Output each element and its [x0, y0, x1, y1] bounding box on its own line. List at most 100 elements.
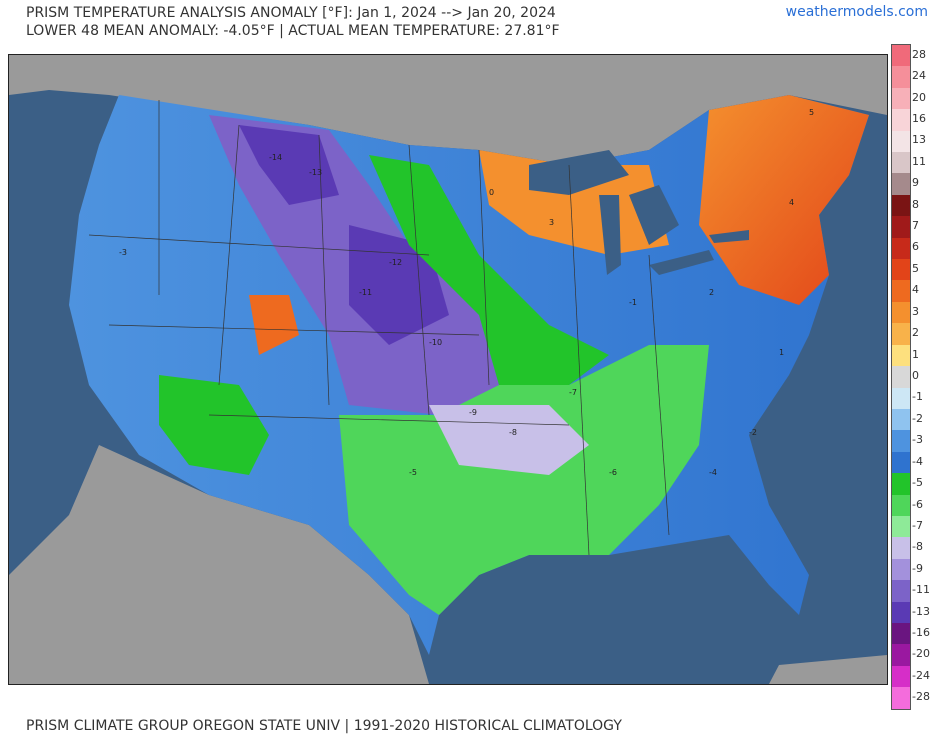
legend-swatch: [892, 408, 910, 431]
anomaly-label: -3: [119, 248, 127, 257]
legend-swatch: [892, 152, 910, 174]
legend-swatch: [892, 622, 910, 645]
legend-label: 11: [912, 154, 926, 168]
region-green-plains: [369, 155, 609, 385]
legend-label: 28: [912, 47, 926, 61]
legend-label: 7: [912, 219, 919, 233]
legend-swatch: [892, 259, 910, 281]
legend-label: 6: [912, 240, 919, 254]
anomaly-label: -8: [509, 428, 517, 437]
legend-swatch: [892, 580, 910, 602]
region-green-central: [339, 345, 709, 615]
legend-swatch: [892, 130, 910, 153]
legend-label: -9: [912, 561, 923, 575]
anomaly-label: 5: [809, 108, 814, 117]
anomaly-label: 0: [489, 188, 494, 197]
legend-label: -20: [912, 647, 930, 661]
mexico-land: [9, 445, 429, 684]
legend-label: 2: [912, 326, 919, 340]
legend-label: 0: [912, 369, 919, 382]
anomaly-label: -12: [389, 258, 402, 267]
legend-swatch: [892, 216, 910, 238]
legend-swatch: [892, 66, 910, 88]
legend-swatch: [892, 344, 910, 367]
anomaly-label: -4: [709, 468, 717, 477]
title-block: PRISM TEMPERATURE ANALYSIS ANOMALY [°F]:…: [26, 4, 560, 40]
legend-swatch: [892, 194, 910, 217]
legend-swatch: [892, 601, 910, 623]
legend-swatch: [892, 644, 910, 666]
anomaly-label: -6: [609, 468, 617, 477]
cuba-land: [769, 655, 887, 684]
region-warm-southwest: [249, 295, 299, 355]
legend-label: -4: [912, 454, 923, 468]
legend-swatch: [892, 173, 910, 195]
legend-label: -2: [912, 411, 923, 425]
title-line-2: LOWER 48 MEAN ANOMALY: -4.05°F | ACTUAL …: [26, 23, 560, 39]
lake-michigan: [599, 195, 621, 275]
region-coldest: [239, 125, 339, 205]
anomaly-label: -14: [269, 153, 282, 162]
legend-swatch: [892, 537, 910, 559]
anomaly-label: -2: [749, 428, 757, 437]
legend-swatch: [892, 109, 910, 131]
legend-swatch: [892, 687, 910, 709]
lake-superior: [529, 150, 629, 195]
legend-label: 4: [912, 283, 919, 297]
color-legend-bar: [891, 44, 911, 710]
anomaly-label: -13: [309, 168, 322, 177]
canada-land: [9, 55, 887, 165]
state-borders: [88, 100, 670, 556]
anomaly-label: 4: [789, 198, 794, 207]
anomaly-label: -7: [569, 388, 577, 397]
legend-swatch: [892, 323, 910, 345]
anomaly-label: 3: [549, 218, 554, 227]
anomaly-map: -14 -13 -12 -1 1 -10 -9 -8 -7 -6 -5 -4 -3…: [8, 54, 888, 685]
legend-swatch: [892, 451, 910, 474]
legend-swatch: [892, 515, 910, 538]
legend-swatch: [892, 366, 910, 388]
legend-label: -8: [912, 540, 923, 554]
legend-label: -1: [912, 390, 923, 404]
legend-swatch: [892, 45, 910, 67]
legend-label: -16: [912, 626, 930, 640]
legend-swatch: [892, 665, 910, 688]
legend-label: 5: [912, 261, 919, 275]
legend-swatch: [892, 87, 910, 110]
anomaly-label: -9: [469, 408, 477, 417]
legend-swatch: [892, 494, 910, 516]
footer-credit: PRISM CLIMATE GROUP OREGON STATE UNIV | …: [26, 718, 622, 734]
legend-label: -6: [912, 497, 923, 511]
legend-label: 3: [912, 304, 919, 318]
anomaly-value-labels: -14 -13 -12 -1 1 -10 -9 -8 -7 -6 -5 -4 -3…: [119, 108, 814, 477]
site-link[interactable]: weathermodels.com: [785, 4, 928, 20]
anomaly-label: 1: [779, 348, 784, 357]
legend-label: -11: [912, 583, 930, 597]
legend-swatch: [892, 237, 910, 260]
lake-huron: [629, 185, 679, 245]
region-green-west: [159, 375, 269, 475]
legend-swatch: [892, 430, 910, 452]
region-warm-northeast: [699, 95, 869, 305]
legend-swatch: [892, 387, 910, 409]
anomaly-label: -10: [429, 338, 442, 347]
map-svg: -14 -13 -12 -1 1 -10 -9 -8 -7 -6 -5 -4 -3…: [9, 55, 887, 684]
anomaly-label: -1: [629, 298, 637, 307]
legend-label: -13: [912, 604, 930, 618]
legend-label: 20: [912, 90, 926, 104]
legend-swatch: [892, 473, 910, 495]
legend-swatch: [892, 301, 910, 324]
lake-erie: [649, 250, 714, 275]
legend-label: -7: [912, 518, 923, 532]
legend-label: -5: [912, 476, 923, 490]
anomaly-label: 2: [709, 288, 714, 297]
legend-label: 16: [912, 111, 926, 125]
legend-swatch: [892, 280, 910, 302]
legend-swatch: [892, 558, 910, 581]
anomaly-label: -5: [409, 468, 417, 477]
title-line-1: PRISM TEMPERATURE ANALYSIS ANOMALY [°F]:…: [26, 5, 556, 21]
legend-label: 8: [912, 197, 919, 211]
legend-label: 9: [912, 176, 919, 190]
legend-label: 24: [912, 69, 926, 83]
legend-label: -3: [912, 433, 923, 447]
